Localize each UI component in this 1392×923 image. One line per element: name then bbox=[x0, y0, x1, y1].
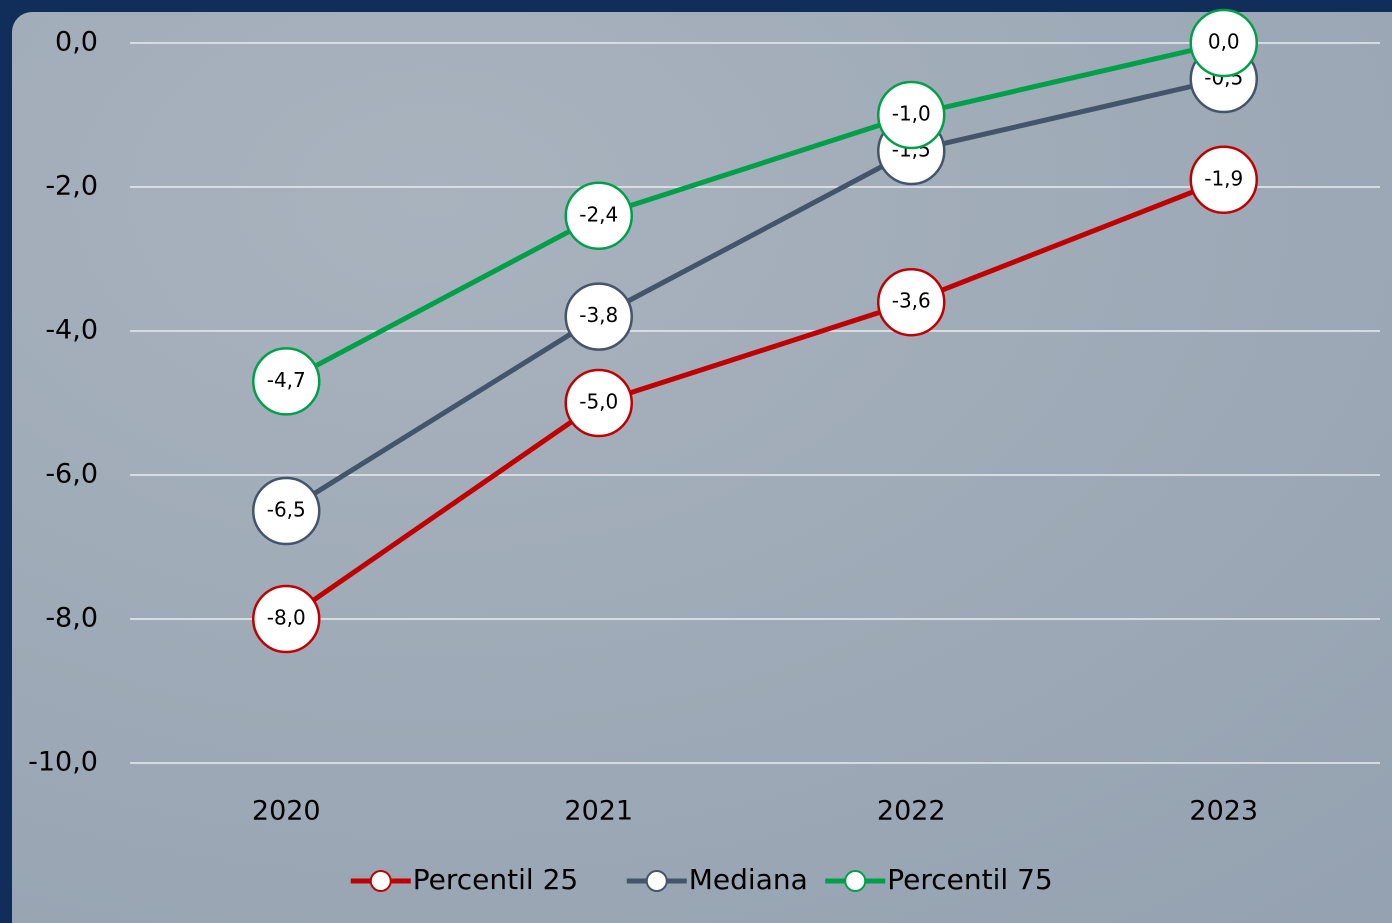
data-label: -5,0 bbox=[579, 390, 618, 414]
data-label: 0,0 bbox=[1208, 30, 1240, 54]
y-tick-label: -2,0 bbox=[45, 171, 98, 202]
legend-label: Mediana bbox=[689, 863, 808, 896]
legend-label: Percentil 75 bbox=[887, 863, 1052, 896]
x-tick-label: 2023 bbox=[1189, 796, 1258, 827]
x-tick-label: 2020 bbox=[252, 796, 321, 827]
data-label: -8,0 bbox=[267, 606, 306, 630]
chart: -10,0 -8,0 -6,0 -4,0 -2,0 0,0 2020 2021 2022 2023… bbox=[0, 0, 1392, 923]
legend-marker bbox=[371, 871, 391, 891]
x-tick-label: 2021 bbox=[564, 796, 633, 827]
data-label: -1,9 bbox=[1204, 166, 1243, 190]
legend-marker bbox=[845, 871, 865, 891]
y-tick-label: -10,0 bbox=[28, 747, 98, 778]
legend-label: Percentil 25 bbox=[413, 863, 578, 896]
y-tick-label: -4,0 bbox=[45, 315, 98, 346]
data-label: -1,0 bbox=[892, 102, 931, 126]
data-label: -2,4 bbox=[579, 202, 618, 226]
data-label: -3,8 bbox=[579, 303, 618, 327]
y-tick-label: 0,0 bbox=[55, 27, 98, 58]
data-label: -3,6 bbox=[892, 289, 931, 313]
panel bbox=[12, 12, 1392, 923]
legend-marker bbox=[647, 871, 667, 891]
x-tick-label: 2022 bbox=[877, 796, 946, 827]
data-label: -6,5 bbox=[267, 498, 306, 522]
y-tick-label: -8,0 bbox=[45, 603, 98, 634]
data-label: -4,7 bbox=[267, 368, 306, 392]
y-tick-label: -6,0 bbox=[45, 459, 98, 490]
